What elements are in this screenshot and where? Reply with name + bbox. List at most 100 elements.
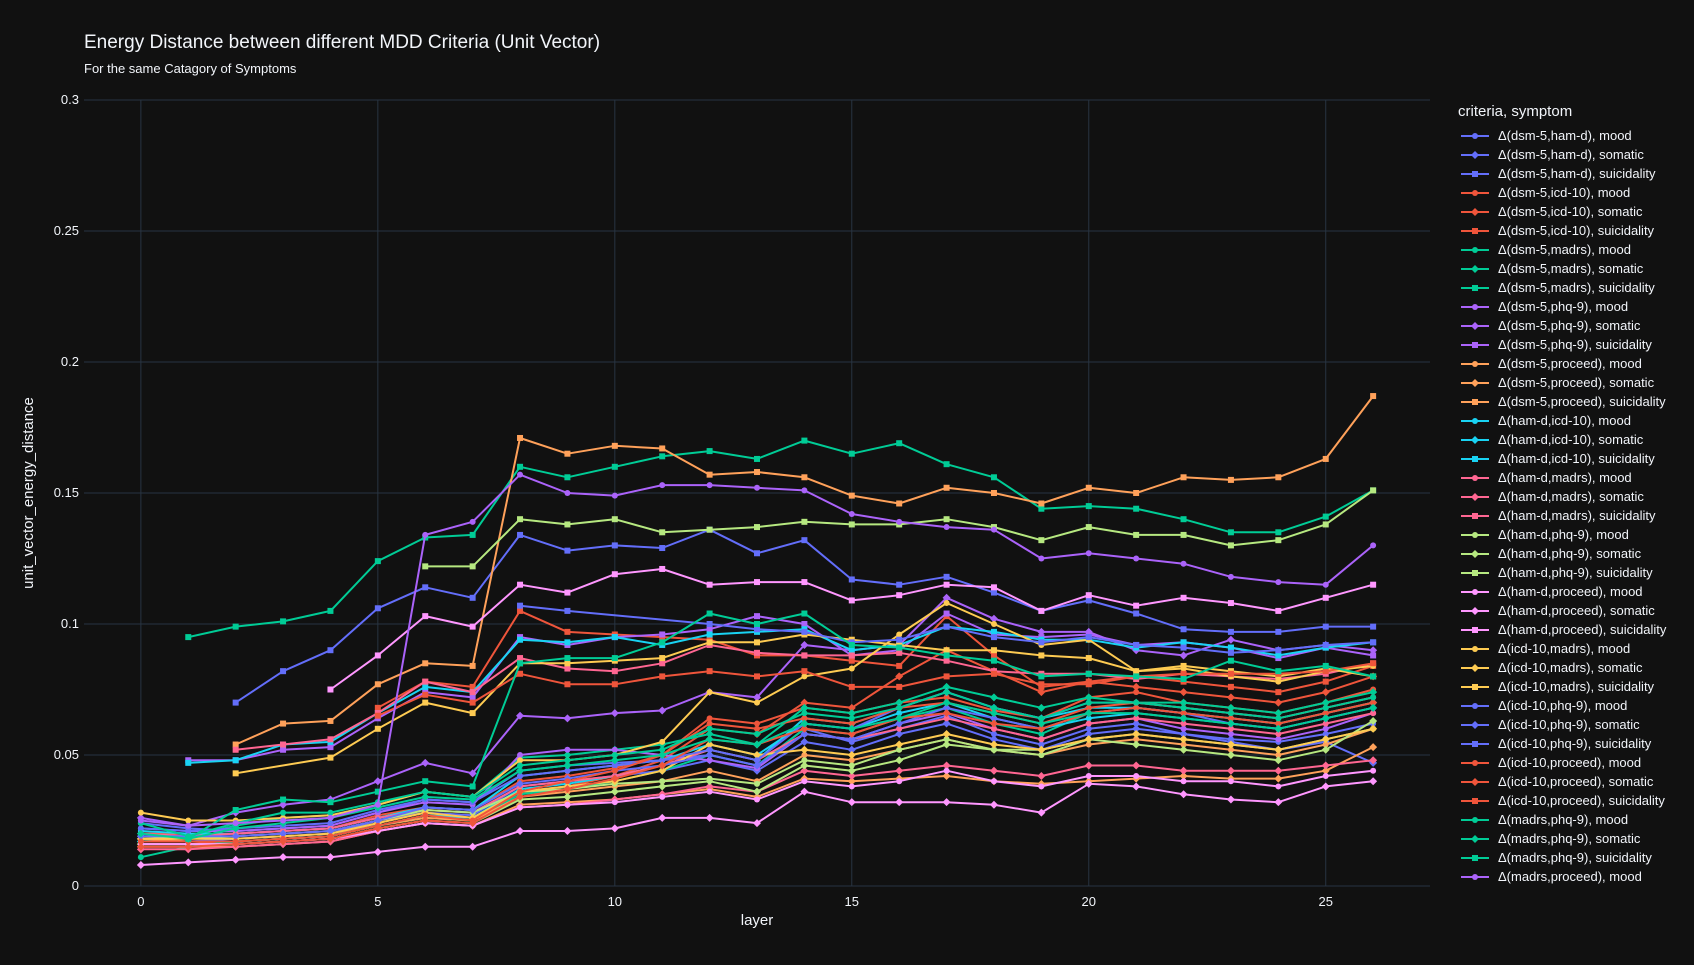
data-point — [847, 730, 856, 739]
data-point — [754, 613, 760, 620]
data-point — [1085, 484, 1092, 491]
data-point — [1322, 725, 1329, 732]
data-point — [516, 711, 525, 720]
legend-item[interactable]: Δ(ham-d,proceed), suicidality — [1458, 620, 1694, 639]
legend-item[interactable]: Δ(icd-10,proceed), suicidality — [1458, 791, 1694, 810]
data-point — [848, 492, 855, 499]
legend-item[interactable]: Δ(dsm-5,icd-10), mood — [1458, 183, 1694, 202]
data-point — [137, 838, 144, 845]
data-point — [705, 777, 714, 786]
data-point — [1275, 689, 1282, 696]
legend-item[interactable]: Δ(dsm-5,ham-d), mood — [1458, 126, 1694, 145]
data-point — [658, 782, 667, 791]
legend-item[interactable]: Δ(ham-d,phq-9), somatic — [1458, 544, 1694, 563]
data-point — [374, 558, 381, 565]
legend-item[interactable]: Δ(dsm-5,phq-9), somatic — [1458, 316, 1694, 335]
data-point — [422, 699, 429, 706]
legend-item[interactable]: Δ(icd-10,phq-9), suicidality — [1458, 734, 1694, 753]
legend-item[interactable]: Δ(madrs,phq-9), somatic — [1458, 829, 1694, 848]
data-point — [137, 854, 144, 861]
legend-item[interactable]: Δ(madrs,phq-9), mood — [1458, 810, 1694, 829]
data-point — [422, 563, 429, 570]
data-point — [422, 691, 429, 698]
data-point — [1226, 635, 1235, 644]
data-point — [327, 647, 334, 654]
data-point — [1227, 710, 1234, 717]
y-tick-label: 0.1 — [61, 616, 79, 631]
data-point — [136, 842, 145, 851]
data-point — [516, 779, 525, 788]
legend-swatch — [1461, 664, 1489, 672]
legend-swatch — [1461, 855, 1489, 861]
data-point — [801, 673, 808, 680]
data-point — [1227, 644, 1234, 651]
legend-item[interactable]: Δ(dsm-5,icd-10), suicidality — [1458, 221, 1694, 240]
data-point — [1471, 778, 1479, 786]
legend-item[interactable]: Δ(dsm-5,madrs), somatic — [1458, 259, 1694, 278]
legend-item[interactable]: Δ(ham-d,icd-10), somatic — [1458, 430, 1694, 449]
legend-item[interactable]: Δ(icd-10,phq-9), mood — [1458, 696, 1694, 715]
legend-item[interactable]: Δ(dsm-5,phq-9), suicidality — [1458, 335, 1694, 354]
data-point — [421, 842, 430, 851]
legend-item[interactable]: Δ(ham-d,phq-9), mood — [1458, 525, 1694, 544]
legend-item[interactable]: Δ(dsm-5,proceed), somatic — [1458, 373, 1694, 392]
data-point — [943, 715, 950, 722]
legend-item[interactable]: Δ(dsm-5,proceed), mood — [1458, 354, 1694, 373]
data-point — [1226, 740, 1235, 749]
data-point — [706, 689, 713, 696]
legend-item[interactable]: Δ(icd-10,proceed), mood — [1458, 753, 1694, 772]
legend-item[interactable]: Δ(icd-10,phq-9), somatic — [1458, 715, 1694, 734]
legend-item[interactable]: Δ(ham-d,madrs), mood — [1458, 468, 1694, 487]
data-point — [517, 516, 524, 523]
data-point — [1227, 731, 1234, 738]
legend-item[interactable]: Δ(icd-10,madrs), somatic — [1458, 658, 1694, 677]
data-point — [754, 731, 760, 738]
data-point — [563, 826, 572, 835]
legend-item[interactable]: Δ(dsm-5,ham-d), somatic — [1458, 145, 1694, 164]
data-point — [801, 778, 808, 785]
legend-swatch — [1461, 874, 1489, 880]
legend-swatch — [1461, 570, 1489, 576]
data-point — [1133, 699, 1140, 706]
legend-item[interactable]: Δ(ham-d,proceed), mood — [1458, 582, 1694, 601]
legend-label: Δ(dsm-5,ham-d), suicidality — [1498, 166, 1656, 181]
data-point — [801, 710, 808, 717]
legend-item[interactable]: Δ(dsm-5,phq-9), mood — [1458, 297, 1694, 316]
legend-item[interactable]: Δ(madrs,proceed), mood — [1458, 867, 1694, 886]
legend-item[interactable]: Δ(dsm-5,proceed), suicidality — [1458, 392, 1694, 411]
legend-item[interactable]: Δ(icd-10,madrs), mood — [1458, 639, 1694, 658]
legend-item[interactable]: Δ(dsm-5,madrs), suicidality — [1458, 278, 1694, 297]
legend-item[interactable]: Δ(ham-d,madrs), somatic — [1458, 487, 1694, 506]
data-point — [1179, 735, 1188, 744]
data-point — [659, 529, 666, 536]
legend-item[interactable]: Δ(ham-d,phq-9), suicidality — [1458, 563, 1694, 582]
data-point — [705, 813, 714, 822]
data-point — [1471, 265, 1479, 273]
data-point — [517, 762, 524, 769]
data-point — [1179, 651, 1188, 660]
legend-item[interactable]: Δ(ham-d,icd-10), mood — [1458, 411, 1694, 430]
data-point — [801, 474, 808, 481]
data-point — [327, 799, 334, 806]
legend-item[interactable]: Δ(madrs,phq-9), suicidality — [1458, 848, 1694, 867]
legend-item[interactable]: Δ(ham-d,icd-10), suicidality — [1458, 449, 1694, 468]
legend-item[interactable]: Δ(dsm-5,icd-10), somatic — [1458, 202, 1694, 221]
data-point — [753, 761, 761, 770]
data-point — [1370, 542, 1377, 549]
data-point — [1085, 592, 1092, 599]
legend-item[interactable]: Δ(ham-d,madrs), suicidality — [1458, 506, 1694, 525]
legend-item[interactable]: Δ(icd-10,proceed), somatic — [1458, 772, 1694, 791]
data-point — [1472, 361, 1478, 367]
data-point — [659, 545, 666, 552]
legend-item[interactable]: Δ(dsm-5,ham-d), suicidality — [1458, 164, 1694, 183]
data-point — [184, 858, 193, 867]
data-point — [611, 752, 618, 758]
data-point — [1322, 594, 1329, 601]
legend-item[interactable]: Δ(ham-d,proceed), somatic — [1458, 601, 1694, 620]
legend-label: Δ(icd-10,proceed), somatic — [1498, 774, 1654, 789]
data-point — [896, 710, 903, 717]
data-point — [1180, 704, 1187, 711]
legend-item[interactable]: Δ(dsm-5,madrs), mood — [1458, 240, 1694, 259]
legend-item[interactable]: Δ(icd-10,madrs), suicidality — [1458, 677, 1694, 696]
data-point — [610, 824, 619, 833]
